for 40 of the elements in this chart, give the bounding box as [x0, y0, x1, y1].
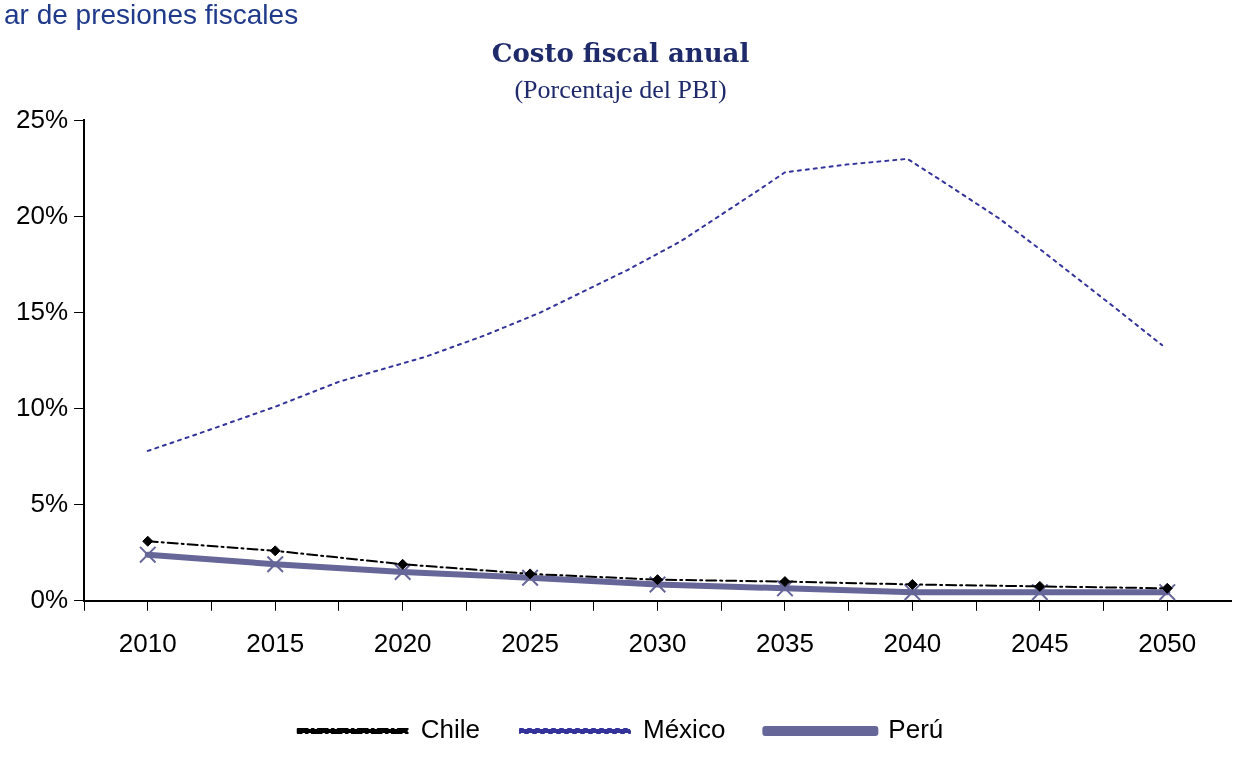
point: [652, 574, 664, 586]
point: [1031, 583, 1049, 601]
chart-subtitle: (Porcentaje del PBI): [514, 74, 727, 104]
y-tick-label: 10%: [15, 391, 69, 422]
point: [393, 563, 412, 581]
legend-label: México: [642, 714, 726, 745]
x-tick-label: 2010: [118, 627, 177, 658]
chart-title: Costo fiscal anual: [491, 38, 750, 69]
point: [1034, 580, 1046, 592]
x-tick-label: 2040: [883, 627, 942, 658]
point: [138, 545, 157, 564]
x-tick-label: 2050: [1138, 627, 1197, 658]
text: ar de presiones fiscales: [4, 0, 299, 30]
y-tick-label: 15%: [15, 295, 69, 326]
point: [776, 579, 794, 598]
y-tick-label: 25%: [15, 103, 69, 134]
x-tick-label: 2015: [246, 627, 305, 658]
point: [521, 568, 539, 587]
x-tick-label: 2045: [1010, 627, 1069, 658]
x-tick-label: 2025: [501, 627, 559, 658]
x-tick-label: 2020: [373, 627, 432, 658]
point: [1158, 583, 1177, 601]
point: [779, 576, 791, 588]
x-tick-label: 2035: [756, 627, 814, 658]
y-tick-label: 5%: [30, 487, 69, 518]
point: [524, 568, 536, 580]
point: [269, 545, 281, 557]
legend-label: Perú: [888, 714, 944, 745]
point: [266, 555, 284, 574]
point: [1161, 582, 1173, 594]
point: [648, 575, 667, 594]
x-tick-label: 2030: [628, 627, 687, 658]
y-tick-label: 0%: [30, 583, 69, 614]
line-series: [146, 157, 1164, 452]
point: [142, 535, 154, 547]
point: [906, 578, 918, 590]
y-tick-label: 20%: [15, 199, 69, 230]
legend-label: Chile: [420, 714, 480, 745]
point: [903, 583, 922, 601]
point: [397, 558, 409, 570]
